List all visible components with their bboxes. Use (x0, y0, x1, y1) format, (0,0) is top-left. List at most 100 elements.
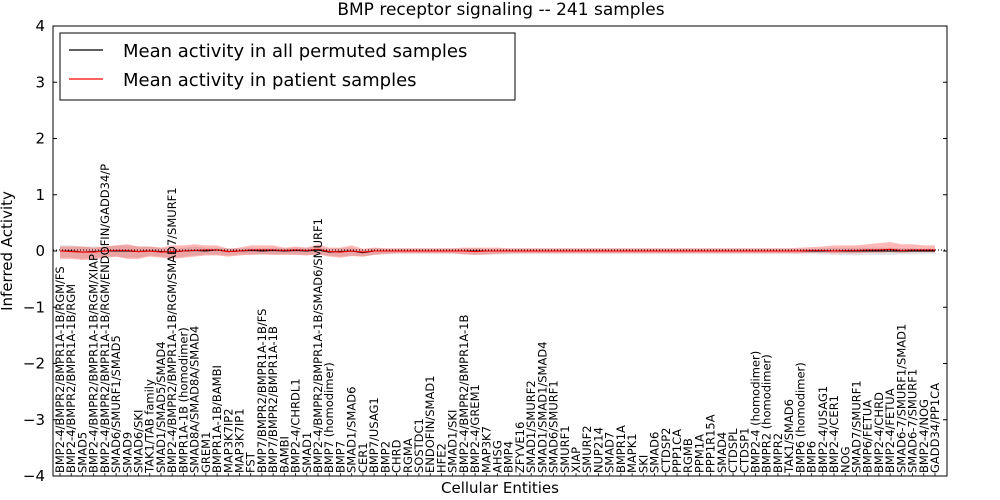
x-tick-label: SMAD1 (300, 432, 314, 473)
x-tick-label: BMP2-4/GREM1 (468, 384, 482, 473)
x-tick-label: SMAD6 (648, 432, 662, 473)
x-tick-label: BMPR1A-1B (homodimer) (176, 327, 190, 473)
x-tick-label: SMAD1/SMURF2 (524, 380, 538, 473)
x-tick-label: ENDOFIN/SMAD1 (423, 375, 437, 473)
x-tick-label: XIAP (569, 447, 583, 473)
x-tick-label: SOSTDC1 (412, 418, 426, 473)
x-tick-label: NOG (838, 446, 852, 473)
y-axis-label: Inferred Activity (0, 191, 16, 311)
x-tick-label: BMP2-4/CHRDL1 (289, 378, 303, 473)
x-tick-label: SMAD8A/SMAD8A/SMAD4 (188, 326, 202, 473)
x-tick-label: FST (244, 451, 258, 473)
x-tick-label: MAP3K7 (479, 426, 493, 473)
y-tick-label: 2 (35, 130, 45, 148)
x-tick-label: ZFYVE16 (513, 422, 527, 473)
x-tick-label: BMP6 (805, 441, 819, 473)
x-tick-label: SMAD6-7/SMURF1 (906, 369, 920, 473)
x-tick-label: GADD34/PP1CA (928, 383, 942, 473)
x-tick-label: RGMB (681, 438, 695, 473)
x-tick-label: SMAD1/SMAD6 (345, 387, 359, 473)
x-tick-label: BMP7 (homodimer) (322, 362, 336, 473)
x-tick-label: BMP2-4/CER1 (827, 395, 841, 473)
x-tick-label: PPP1CA (670, 429, 684, 473)
x-tick-label: SMAD1/SKI (446, 410, 460, 473)
x-tick-label: RGMA (401, 438, 415, 473)
x-tick-label: BMP2-4 (homodimer) (749, 351, 763, 473)
x-tick-label: MAPK1 (625, 433, 639, 473)
y-tick-label: 1 (35, 186, 45, 204)
y-axis-ticks: 4 3 2 1 0 −1 −2 −3 −4 (23, 17, 947, 485)
permuted-band (60, 245, 935, 259)
x-tick-label: TAK1/SMAD6 (782, 399, 796, 474)
x-tick-label: PPM1A (692, 434, 706, 473)
x-tick-label: BMPR2 (771, 433, 785, 473)
x-tick-label: BMP2-4/BMPR2/BMPR1A-1B/RGM/ENDOFIN/GADD3… (98, 164, 112, 473)
x-tick-label: CTDSP1 (737, 428, 751, 473)
x-tick-label: BMP2-4/BMPR2/BMPR1A-1B/RGM/FS (53, 266, 67, 473)
x-tick-label: NUP214 (591, 427, 605, 473)
x-tick-label: BMP2-4/USAG1 (816, 386, 830, 473)
x-tick-label: SMAD9 (120, 432, 134, 473)
x-tick-label: BMP6 (homodimer) (793, 362, 807, 473)
y-tick-label: −1 (23, 298, 45, 316)
chart-title: BMP receptor signaling -- 241 samples (337, 0, 664, 20)
x-tick-label: BMP7/USAG1 (367, 397, 381, 473)
x-tick-label: AHSG (491, 440, 505, 473)
y-tick-label: −2 (23, 355, 45, 373)
patient-mean-line (59, 248, 935, 253)
y-tick-label: −4 (23, 467, 45, 485)
x-tick-label: BAMBI (277, 436, 291, 473)
x-tick-label: CTDSPL (726, 428, 740, 473)
x-tick-label: PPP1R15A (704, 414, 718, 473)
x-tick-label: BMP7/BMPR2/BMPR1A-1B/FS (255, 309, 269, 473)
x-axis-tick-labels: BMP2-4/BMPR2/BMPR1A-1B/RGM/FSBMP2-4/BMPR… (53, 164, 942, 476)
x-tick-label: BMP2-4/CHRD (872, 392, 886, 473)
x-tick-label: BMP2-4/BMPR2/BMPR1A-1B/RGM/SMAD7/SMURF1 (165, 187, 179, 473)
x-tick-label: SKI (636, 455, 650, 473)
x-tick-label: BMP2-4/BMPR2/BMPR1A-1B/RGM/XIAP (87, 254, 101, 473)
x-tick-label: SMAD1/SMAD5/SMAD4 (154, 341, 168, 473)
x-tick-label: CER1 (356, 442, 370, 473)
x-tick-label: BMP2-4/BMPR2/BMPR1A-1B/RGM (64, 284, 78, 473)
x-tick-label: SMAD7 (603, 432, 617, 473)
x-tick-label: GREM1 (199, 432, 213, 473)
x-tick-label: SMAD6-7/SMURF1/SMAD1 (894, 324, 908, 473)
x-tick-label: BMPR2 (homodimer) (760, 354, 774, 473)
x-tick-label: MAP3K7IP2 (221, 408, 235, 473)
x-tick-label: BMP4 (502, 441, 516, 473)
y-tick-label: 0 (35, 242, 45, 260)
x-tick-label: BMP7 (333, 441, 347, 473)
x-tick-label: SMAD7/SMURF1 (849, 380, 863, 473)
x-tick-label: BMP2-4/FETUA (883, 388, 897, 473)
y-tick-label: 4 (35, 17, 45, 35)
x-tick-label: BMP2-4/NOG (917, 399, 931, 473)
legend-box (59, 32, 516, 101)
x-tick-label: TAK1/TAB family (143, 379, 157, 474)
x-tick-label: BMP6/FETUA (861, 400, 875, 473)
legend: Mean activity in all permuted samples Me… (59, 32, 516, 101)
x-tick-label: SMURF2 (580, 425, 594, 473)
x-tick-label: SMAD1/SMAD1/SMAD4 (535, 341, 549, 473)
x-axis-label: Cellular Entities (441, 479, 559, 497)
x-tick-label: BMP7/BMPR2/BMPR1A-1B (266, 326, 280, 473)
legend-label-permuted: Mean activity in all permuted samples (123, 41, 467, 62)
x-tick-label: SMAD6/SKI (132, 410, 146, 473)
x-tick-label: BMP2-4/BMPR2/BMPR1A-1B/SMAD6/SMURF1 (311, 218, 325, 473)
x-tick-label: SMAD6/SMURF1 (547, 380, 561, 473)
x-tick-label: CHRD (390, 439, 404, 473)
x-tick-label: BMP2 (378, 441, 392, 473)
x-tick-label: SMURF1 (558, 425, 572, 473)
x-tick-label: BMPR1A (614, 425, 628, 473)
y-tick-label: −3 (23, 411, 45, 429)
x-tick-label: BMP2-4/BMPR2/BMPR1A-1B (457, 315, 471, 473)
series-lines (59, 248, 935, 254)
x-tick-label: CTDSP2 (659, 428, 673, 473)
x-tick-label: BMPR1A-1B/BAMBI (210, 365, 224, 473)
x-tick-label: SMAD6/SMURF1/SMAD5 (109, 335, 123, 473)
x-tick-label: SMAD5 (75, 432, 89, 473)
x-tick-label: HFE2 (434, 443, 448, 473)
x-tick-label: SMAD4 (715, 432, 729, 473)
y-tick-label: 3 (35, 73, 45, 91)
x-tick-label: MAP3K7IP1 (232, 408, 246, 473)
